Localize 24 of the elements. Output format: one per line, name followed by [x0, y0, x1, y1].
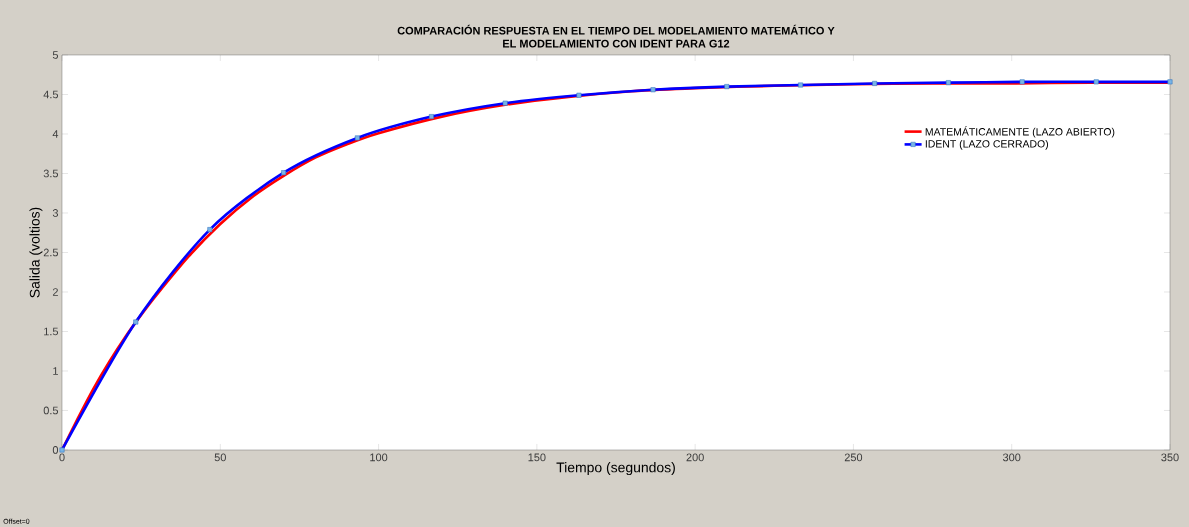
x-tick-label: 300	[1002, 453, 1021, 462]
x-tick-label: 250	[844, 453, 863, 462]
y-axis-title: Salida (voltios)	[29, 207, 43, 298]
y-tick-label: 3.5	[43, 169, 59, 178]
x-axis-title: Tiempo (segundos)	[556, 462, 675, 476]
y-tick-label: 1	[53, 367, 58, 375]
legend-label: IDENT (LAZO CERRADO)	[925, 139, 1049, 150]
y-tick-label: 3	[52, 209, 59, 217]
x-tick-label: 100	[370, 453, 388, 462]
chart-title: COMPARACIÓN RESPUESTA EN EL TIEMPO DEL MODELAMIENTO MATEMÁTICO Y EL MODELAMIENTO CON IDENT PARA G12	[397, 24, 835, 48]
y-tick-label: 4	[52, 130, 59, 138]
y-tick-label: 5	[52, 51, 59, 59]
y-tick-label: 2	[52, 288, 58, 296]
legend-label: MATEMÁTICAMENTE (LAZO ABIERTO)	[925, 126, 1115, 138]
y-tick-label: 4.5	[43, 90, 59, 99]
y-tick-label: 2.5	[43, 248, 59, 257]
x-tick-label: 150	[528, 453, 546, 462]
y-tick-label: 1.5	[44, 327, 59, 336]
x-tick-label: 0	[59, 453, 65, 462]
y-tick-label: 0	[52, 446, 59, 454]
x-tick-label: 350	[1161, 453, 1179, 462]
x-tick-label: 50	[214, 453, 226, 462]
y-tick-label: 0.5	[43, 406, 59, 415]
x-tick-label: 200	[686, 453, 704, 462]
